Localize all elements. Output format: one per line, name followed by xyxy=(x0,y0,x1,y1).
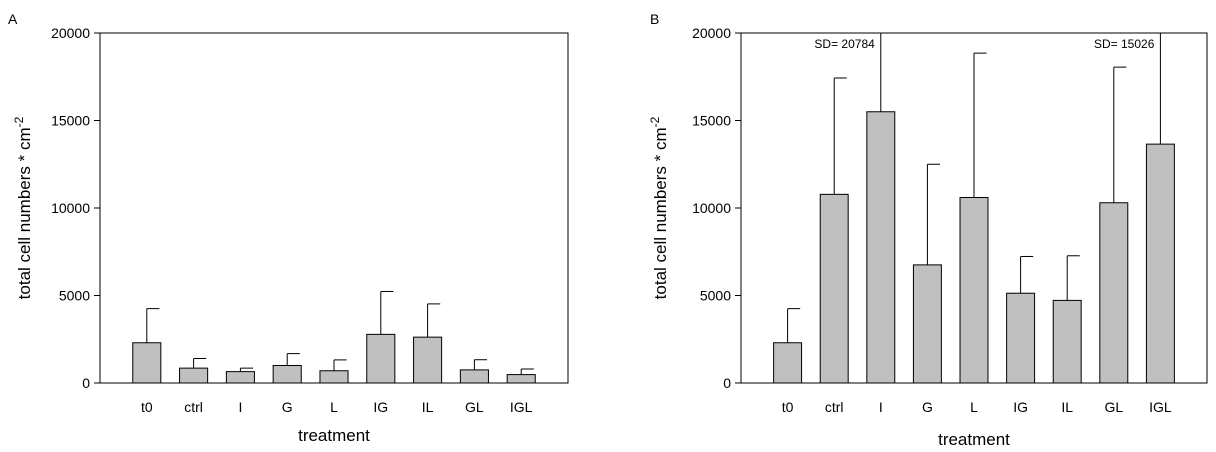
error-bar-L xyxy=(973,52,987,198)
x-axis-title: treatment xyxy=(298,426,370,445)
error-bar-t0 xyxy=(146,308,160,343)
bar-GL xyxy=(1099,202,1129,384)
bar-IG xyxy=(366,333,396,384)
x-tick-label: G xyxy=(922,399,933,415)
panel-letter: B xyxy=(650,11,659,27)
error-bar-IL xyxy=(427,303,441,338)
y-axis-title-text: total cell numbers * cm xyxy=(15,127,34,299)
bar-L xyxy=(319,370,349,384)
x-tick-label: I xyxy=(879,399,883,415)
bar-L xyxy=(959,197,989,384)
y-tick-label: 10000 xyxy=(692,200,731,216)
x-tick-label: G xyxy=(282,399,293,415)
y-tick-label: 5000 xyxy=(59,288,90,304)
error-bar-IL xyxy=(1066,255,1080,301)
error-bar-IG xyxy=(380,290,394,335)
x-tick-label: IG xyxy=(373,399,388,415)
bar-t0 xyxy=(773,342,803,384)
x-axis-title: treatment xyxy=(938,430,1010,449)
y-axis-title-text: total cell numbers * cm xyxy=(651,127,670,299)
x-tick-label: IGL xyxy=(1149,399,1172,415)
y-tick-label: 10000 xyxy=(51,200,90,216)
y-tick-label: 15000 xyxy=(51,113,90,129)
sd-annotation: SD= 20784 xyxy=(814,37,875,51)
x-tick-label: ctrl xyxy=(184,399,203,415)
panel-b-chart: Bt0 ctrl I G L IG IL GL IGL05000100001500020000t… xyxy=(648,11,1208,449)
x-tick-label: t0 xyxy=(782,399,794,415)
error-bar-I xyxy=(239,367,254,372)
x-tick-label: IGL xyxy=(510,399,533,415)
x-tick-label: L xyxy=(330,399,338,415)
panel-a-chart: At0 ctrl I G L IG IL GL IGL05000100001500020000t… xyxy=(8,11,569,445)
error-bar-t0 xyxy=(787,308,801,343)
y-tick-label: 0 xyxy=(82,375,90,391)
error-bar-IGL xyxy=(520,368,534,375)
bar-G xyxy=(272,365,302,384)
error-bar-IG xyxy=(1020,255,1034,294)
error-bar-L xyxy=(333,359,347,371)
x-tick-label: L xyxy=(970,399,978,415)
bar-G xyxy=(912,264,942,384)
x-tick-label: IG xyxy=(1013,399,1028,415)
bar-ctrl xyxy=(179,367,209,384)
y-tick-label: 15000 xyxy=(692,113,731,129)
bar-IGL xyxy=(506,374,536,384)
sd-annotation: SD= 15026 xyxy=(1094,37,1155,51)
y-tick-label: 20000 xyxy=(51,25,90,41)
error-bar-ctrl xyxy=(833,77,847,195)
bar-IL xyxy=(1052,299,1082,384)
bar-I xyxy=(866,111,896,384)
y-axis-title: total cell numbers * cm-2 xyxy=(648,116,670,299)
x-tick-label: IL xyxy=(1061,399,1073,415)
error-bar-ctrl xyxy=(193,358,207,369)
y-axis-title: total cell numbers * cm-2 xyxy=(12,116,34,299)
bar-IL xyxy=(413,336,443,384)
y-tick-label: 0 xyxy=(723,375,731,391)
bar-I xyxy=(225,371,255,384)
bar-IG xyxy=(1006,292,1036,384)
bar-ctrl xyxy=(819,193,849,384)
panel-letter: A xyxy=(8,11,18,27)
error-bar-G xyxy=(286,353,300,366)
x-tick-label: t0 xyxy=(141,399,153,415)
x-tick-label: GL xyxy=(1104,399,1123,415)
y-axis-title-superscript: -2 xyxy=(648,116,662,127)
x-tick-label: ctrl xyxy=(825,399,844,415)
bar-IGL xyxy=(1145,143,1175,384)
x-tick-label: I xyxy=(238,399,242,415)
y-axis-title-superscript: -2 xyxy=(12,116,26,127)
error-bar-G xyxy=(926,163,940,265)
y-tick-label: 5000 xyxy=(700,288,731,304)
bar-t0 xyxy=(132,342,162,384)
error-bar-GL xyxy=(1113,66,1127,203)
plot-frame xyxy=(99,32,569,384)
bar-GL xyxy=(459,369,489,384)
x-tick-label: GL xyxy=(465,399,484,415)
x-tick-label: IL xyxy=(422,399,434,415)
y-tick-label: 20000 xyxy=(692,25,731,41)
error-bar-GL xyxy=(473,359,488,370)
